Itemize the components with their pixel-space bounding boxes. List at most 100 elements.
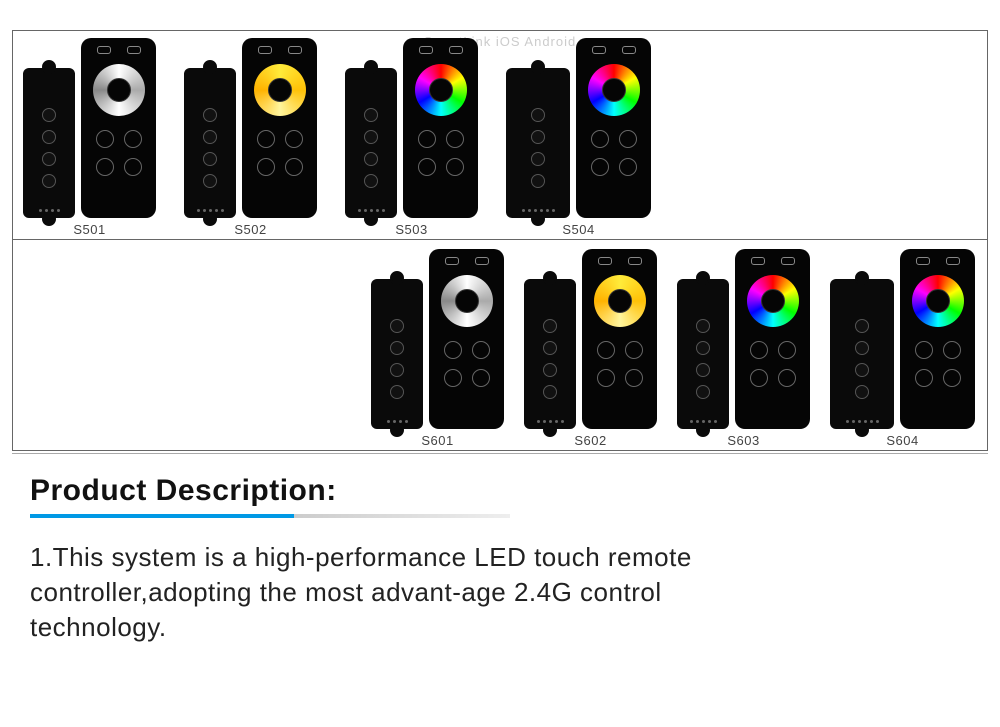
remote-button — [285, 130, 303, 148]
mode-icon — [449, 46, 463, 54]
product-row-2-wrap: S601 S602 S603 S604 — [12, 240, 988, 451]
mode-icon — [628, 257, 642, 265]
color-ring-rgb — [415, 64, 467, 116]
remote-unit — [242, 38, 317, 218]
power-icon — [916, 257, 930, 265]
remote-button — [591, 130, 609, 148]
remote-button — [943, 369, 961, 387]
controller-unit — [524, 279, 576, 429]
remote-button — [472, 369, 490, 387]
product-pair — [23, 38, 156, 218]
product-s603: S603 — [677, 249, 810, 450]
remote-button — [750, 369, 768, 387]
mode-icon — [475, 257, 489, 265]
remote-button — [778, 369, 796, 387]
remote-unit — [735, 249, 810, 429]
remote-button — [444, 341, 462, 359]
product-pair — [371, 249, 504, 429]
remote-button — [943, 341, 961, 359]
product-label: S602 — [574, 433, 606, 448]
remote-unit — [576, 38, 651, 218]
product-s601: S601 — [371, 249, 504, 450]
color-ring-rgb — [912, 275, 964, 327]
remote-buttons — [444, 341, 490, 387]
mode-icon — [781, 257, 795, 265]
product-label: S504 — [562, 222, 594, 237]
color-ring-yellow — [254, 64, 306, 116]
remote-button — [96, 130, 114, 148]
product-s602: S602 — [524, 249, 657, 450]
product-pair — [830, 249, 975, 429]
power-icon — [445, 257, 459, 265]
description-body: 1.This system is a high-performance LED … — [30, 540, 750, 645]
product-pair — [184, 38, 317, 218]
remote-button — [597, 369, 615, 387]
controller-unit — [506, 68, 570, 218]
color-ring-rgb — [747, 275, 799, 327]
product-label: S502 — [234, 222, 266, 237]
power-icon — [258, 46, 272, 54]
remote-button — [285, 158, 303, 176]
remote-buttons — [591, 130, 637, 176]
power-icon — [751, 257, 765, 265]
remote-unit — [582, 249, 657, 429]
color-ring-yellow — [594, 275, 646, 327]
product-pair — [677, 249, 810, 429]
power-icon — [97, 46, 111, 54]
controller-unit — [184, 68, 236, 218]
remote-button — [124, 130, 142, 148]
divider — [12, 453, 988, 454]
product-pair — [506, 38, 651, 218]
remote-buttons — [418, 130, 464, 176]
mode-icon — [946, 257, 960, 265]
product-label: S503 — [395, 222, 427, 237]
mode-icon — [127, 46, 141, 54]
remote-button — [591, 158, 609, 176]
product-s604: S604 — [830, 249, 975, 450]
product-s503: S503 — [345, 38, 478, 239]
mode-icon — [622, 46, 636, 54]
product-pair — [524, 249, 657, 429]
remote-buttons — [96, 130, 142, 176]
remote-button — [257, 158, 275, 176]
remote-button — [625, 341, 643, 359]
remote-button — [124, 158, 142, 176]
product-s502: S502 — [184, 38, 317, 239]
remote-button — [444, 369, 462, 387]
remote-unit — [403, 38, 478, 218]
remote-button — [625, 369, 643, 387]
controller-unit — [345, 68, 397, 218]
remote-buttons — [915, 341, 961, 387]
remote-buttons — [257, 130, 303, 176]
remote-button — [750, 341, 768, 359]
remote-unit — [429, 249, 504, 429]
controller-unit — [23, 68, 75, 218]
remote-button — [446, 130, 464, 148]
controller-unit — [830, 279, 894, 429]
color-ring-rgb — [588, 64, 640, 116]
remote-button — [418, 158, 436, 176]
product-s504: S504 — [506, 38, 651, 239]
remote-button — [915, 341, 933, 359]
remote-button — [96, 158, 114, 176]
description-heading: Product Description: — [30, 474, 970, 508]
product-s501: S501 — [23, 38, 156, 239]
remote-button — [257, 130, 275, 148]
controller-unit — [677, 279, 729, 429]
product-description-section: Product Description: 1.This system is a … — [30, 474, 970, 645]
mode-icon — [288, 46, 302, 54]
remote-unit — [81, 38, 156, 218]
remote-unit — [900, 249, 975, 429]
color-ring-white — [93, 64, 145, 116]
color-ring-white — [441, 275, 493, 327]
remote-buttons — [750, 341, 796, 387]
product-label: S604 — [886, 433, 918, 448]
remote-button — [619, 130, 637, 148]
remote-button — [778, 341, 796, 359]
product-row-2: S601 S602 S603 S604 — [371, 240, 987, 450]
remote-button — [446, 158, 464, 176]
product-label: S603 — [727, 433, 759, 448]
remote-button — [619, 158, 637, 176]
remote-button — [472, 341, 490, 359]
power-icon — [598, 257, 612, 265]
